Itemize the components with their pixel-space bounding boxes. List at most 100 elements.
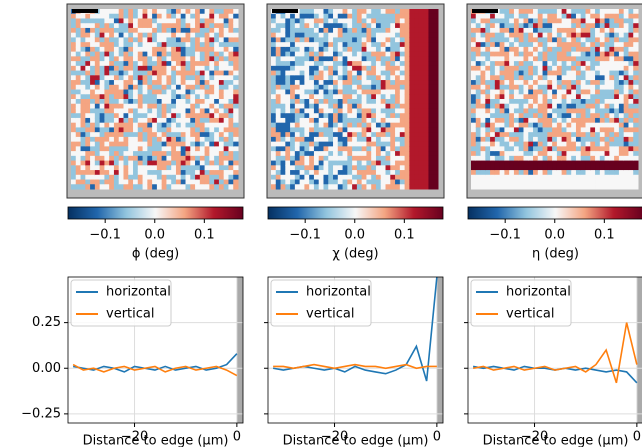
pixel bbox=[71, 90, 76, 95]
pixel bbox=[557, 151, 562, 156]
pixel bbox=[271, 170, 276, 175]
pixel bbox=[285, 90, 290, 95]
pixel bbox=[476, 156, 481, 161]
pixel bbox=[557, 146, 562, 151]
pixel bbox=[352, 52, 357, 57]
pixel bbox=[333, 42, 338, 47]
x-tick-label: 0 bbox=[633, 430, 641, 445]
pixel bbox=[614, 37, 619, 42]
pixel bbox=[471, 123, 476, 128]
pixel bbox=[228, 56, 233, 61]
pixel bbox=[162, 23, 167, 28]
pixel bbox=[576, 184, 581, 189]
pixel bbox=[571, 52, 576, 57]
pixel bbox=[371, 66, 376, 71]
pixel bbox=[205, 9, 210, 14]
pixel bbox=[490, 99, 495, 104]
pixel bbox=[495, 137, 500, 142]
pixel bbox=[609, 37, 614, 42]
pixel bbox=[609, 108, 614, 113]
pixel bbox=[386, 28, 391, 33]
pixel bbox=[328, 94, 333, 99]
pixel bbox=[405, 146, 410, 151]
pixel bbox=[200, 23, 205, 28]
pixel bbox=[304, 28, 309, 33]
pixel bbox=[343, 151, 348, 156]
pixel bbox=[395, 156, 400, 161]
pixel bbox=[285, 156, 290, 161]
pixel bbox=[386, 71, 391, 76]
pixel bbox=[547, 37, 552, 42]
pixel bbox=[309, 66, 314, 71]
pixel bbox=[543, 23, 548, 28]
pixel bbox=[538, 71, 543, 76]
pixel bbox=[519, 165, 524, 170]
pixel bbox=[590, 85, 595, 90]
pixel bbox=[586, 118, 591, 123]
pixel bbox=[114, 180, 119, 185]
pixel bbox=[95, 127, 100, 132]
pixel bbox=[504, 85, 509, 90]
pixel bbox=[395, 56, 400, 61]
pixel bbox=[633, 66, 638, 71]
pixel bbox=[400, 94, 405, 99]
pixel bbox=[333, 184, 338, 189]
pixel bbox=[352, 146, 357, 151]
pixel bbox=[357, 104, 362, 109]
pixel bbox=[224, 18, 229, 23]
pixel bbox=[523, 151, 528, 156]
pixel bbox=[90, 14, 95, 19]
pixel bbox=[547, 123, 552, 128]
pixel bbox=[309, 108, 314, 113]
pixel bbox=[304, 156, 309, 161]
pixel bbox=[581, 132, 586, 137]
pixel bbox=[600, 80, 605, 85]
pixel bbox=[152, 161, 157, 166]
pixel bbox=[281, 61, 286, 66]
pixel bbox=[605, 75, 610, 80]
pixel bbox=[228, 66, 233, 71]
pixel bbox=[600, 184, 605, 189]
pixel bbox=[309, 118, 314, 123]
pixel bbox=[504, 170, 509, 175]
pixel bbox=[538, 33, 543, 38]
pixel bbox=[128, 28, 133, 33]
pixel bbox=[319, 127, 324, 132]
pixel bbox=[609, 165, 614, 170]
pixel bbox=[357, 184, 362, 189]
pixel bbox=[143, 99, 148, 104]
pixel bbox=[109, 52, 114, 57]
pixel bbox=[514, 161, 519, 166]
pixel bbox=[214, 33, 219, 38]
pixel bbox=[395, 71, 400, 76]
pixel bbox=[176, 108, 181, 113]
pixel bbox=[543, 85, 548, 90]
pixel bbox=[528, 18, 533, 23]
pixel bbox=[95, 52, 100, 57]
pixel bbox=[576, 156, 581, 161]
pixel bbox=[476, 161, 481, 166]
pixel bbox=[386, 170, 391, 175]
pixel bbox=[195, 90, 200, 95]
pixel bbox=[433, 52, 438, 57]
pixel bbox=[538, 184, 543, 189]
pixel bbox=[90, 104, 95, 109]
pixel bbox=[190, 118, 195, 123]
pixel bbox=[485, 180, 490, 185]
pixel bbox=[100, 52, 105, 57]
pixel bbox=[176, 14, 181, 19]
pixel bbox=[81, 184, 86, 189]
pixel bbox=[81, 165, 86, 170]
pixel bbox=[433, 180, 438, 185]
pixel bbox=[133, 23, 138, 28]
pixel bbox=[400, 90, 405, 95]
pixel bbox=[586, 142, 591, 147]
pixel bbox=[562, 161, 567, 166]
legend-label: vertical bbox=[106, 307, 154, 322]
pixel bbox=[366, 42, 371, 47]
pixel bbox=[224, 184, 229, 189]
pixel bbox=[276, 18, 281, 23]
pixel bbox=[285, 170, 290, 175]
pixel bbox=[123, 52, 128, 57]
pixel bbox=[285, 23, 290, 28]
